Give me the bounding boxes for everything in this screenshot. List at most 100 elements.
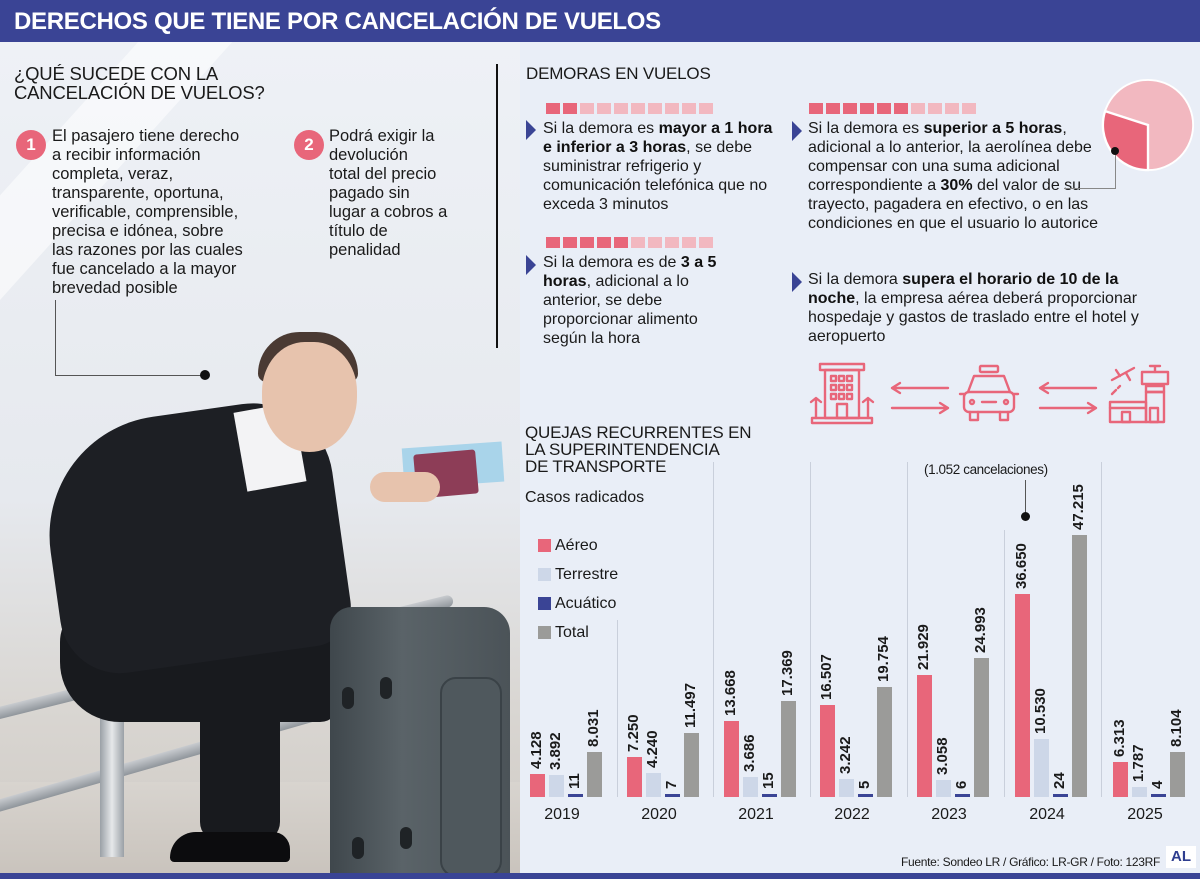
cancellation-item-1: El pasajero tiene derecho a recibir info…	[52, 127, 243, 297]
cancellation-heading: ¿QUÉ SUCEDE CON LA CANCELACIÓN DE VUELOS…	[14, 64, 265, 102]
year-label-2022: 2022	[834, 806, 870, 823]
bar-total-2022	[877, 687, 892, 797]
legend-item-terrestre: Terrestre	[538, 560, 618, 589]
delay-square	[614, 237, 628, 248]
arrows-exchange-icon	[1038, 381, 1098, 415]
delay-square	[546, 237, 560, 248]
delay-square	[546, 103, 560, 114]
chart-subtitle: Casos radicados	[525, 489, 645, 506]
legend-swatch	[538, 626, 551, 639]
bar-value-label: 1.787	[1130, 744, 1147, 783]
bar-terrestre-2019	[549, 775, 564, 797]
delay-square	[682, 103, 696, 114]
bar-value-label: 7	[663, 780, 680, 789]
bar-aéreo-2021	[724, 721, 739, 797]
bar-value-label: 4	[1149, 780, 1166, 789]
section-divider	[496, 64, 498, 348]
page-header: DERECHOS QUE TIENE POR CANCELACIÓN DE VU…	[0, 0, 1200, 42]
cancellation-heading-line1: ¿QUÉ SUCEDE CON LA	[14, 63, 219, 84]
legend-swatch	[538, 568, 551, 581]
legend-swatch	[538, 597, 551, 610]
bar-aéreo-2022	[820, 705, 835, 797]
page-title: DERECHOS QUE TIENE POR CANCELACIÓN DE VU…	[14, 8, 661, 35]
bar-value-label: 21.929	[915, 624, 932, 671]
legend-swatch	[538, 539, 551, 552]
bullet-triangle-icon	[792, 272, 802, 292]
number-badge-1: 1	[16, 130, 46, 160]
delay-square	[894, 103, 908, 114]
bar-total-2024	[1072, 535, 1087, 797]
delay-item-2: Si la demora es de 3 a 5 horas, adiciona…	[543, 254, 717, 347]
hotel-icon	[809, 362, 875, 425]
cancellation-item-2: Podrá exigir la devolución total del pre…	[329, 127, 448, 259]
source-credit: Fuente: Sondeo LR / Gráfico: LR-GR / Fot…	[901, 855, 1161, 869]
bar-value-label: 8.104	[1168, 709, 1185, 748]
delay-scale-5h	[546, 237, 713, 248]
chart-title: QUEJAS RECURRENTES EN LA SUPERINTENDENCI…	[525, 423, 752, 476]
publisher-logo: AL	[1166, 846, 1196, 868]
bar-value-label: 6	[953, 780, 970, 789]
delay-scale-over5h	[809, 103, 976, 114]
bar-aéreo-2019	[530, 774, 545, 797]
delay-square	[877, 103, 891, 114]
bar-value-label: 24	[1051, 772, 1068, 789]
bar-value-label: 10.530	[1032, 687, 1049, 734]
bar-total-2021	[781, 700, 796, 797]
delay-square	[809, 103, 823, 114]
chart-separator	[1101, 462, 1102, 797]
bar-value-label: 3.686	[741, 733, 758, 772]
chart-separator	[617, 620, 618, 797]
delay-square	[682, 237, 696, 248]
delay-square	[928, 103, 942, 114]
year-label-2024: 2024	[1029, 806, 1065, 823]
delay-item-1: Si la demora es mayor a 1 hora e inferio…	[543, 120, 773, 213]
number-badge-2: 2	[294, 130, 324, 160]
bar-value-label: 5	[856, 780, 873, 789]
bar-acuático-2019	[568, 794, 583, 797]
delay-square	[826, 103, 840, 114]
bar-aéreo-2024	[1015, 593, 1030, 797]
delay-square	[563, 103, 577, 114]
bar-total-2023	[974, 658, 989, 797]
bar-acuático-2020	[665, 794, 680, 797]
leader-line	[55, 300, 205, 376]
bar-value-label: 15	[760, 772, 777, 789]
year-label-2023: 2023	[931, 806, 967, 823]
delay-square	[631, 237, 645, 248]
delays-heading: DEMORAS EN VUELOS	[526, 64, 711, 83]
delay-square	[580, 237, 594, 248]
bar-acuático-2021	[762, 794, 777, 797]
bar-value-label: 47.215	[1070, 484, 1087, 530]
bar-acuático-2025	[1151, 794, 1166, 797]
delay-square	[911, 103, 925, 114]
bar-terrestre-2022	[839, 779, 854, 797]
legend-item-acuatico: Acuático	[538, 589, 618, 618]
bar-value-label: 7.250	[625, 714, 642, 752]
bar-value-label: 3.242	[837, 736, 854, 774]
delay-square	[580, 103, 594, 114]
photo-traveler-with-suitcase	[0, 42, 520, 873]
bar-value-label: 4.240	[644, 730, 661, 769]
delay-square	[665, 103, 679, 114]
chart-separator	[810, 462, 811, 797]
annotation-cancellations: (1.052 cancelaciones)	[924, 462, 1048, 477]
bar-terrestre-2025	[1132, 787, 1147, 797]
bar-terrestre-2021	[743, 776, 758, 797]
delay-item-3: Si la demora es superior a 5 horas, adic…	[808, 120, 1098, 232]
arrows-exchange-icon	[890, 381, 950, 415]
legend-item-total: Total	[538, 618, 618, 647]
leader-dot	[200, 370, 210, 380]
bar-value-label: 3.058	[934, 737, 951, 776]
delay-square	[843, 103, 857, 114]
bar-value-label: 6.313	[1111, 719, 1128, 757]
bar-value-label: 24.993	[972, 607, 989, 654]
pie-leader-line	[1064, 188, 1116, 189]
airport-icon	[1108, 364, 1170, 424]
delay-square	[945, 103, 959, 114]
bar-acuático-2022	[858, 794, 873, 797]
bar-terrestre-2020	[646, 773, 661, 797]
delay-square	[648, 237, 662, 248]
annotation-leader-line	[1025, 480, 1026, 514]
delay-scale-2h	[546, 103, 713, 114]
annotation-dot	[1021, 512, 1030, 521]
